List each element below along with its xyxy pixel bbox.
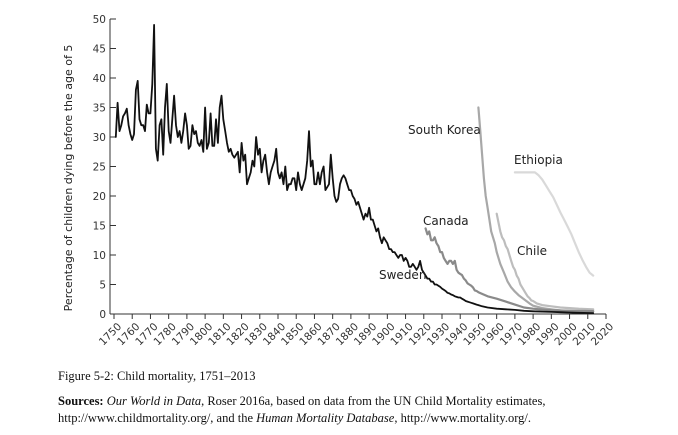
label-chile: Chile — [517, 244, 547, 258]
y-tick-label: 30 — [93, 132, 106, 144]
y-tick-label: 0 — [99, 309, 106, 321]
caption-block: Figure 5-2: Child mortality, 1751–2013 S… — [58, 368, 658, 427]
sources-label: Sources: — [58, 394, 104, 408]
series-line-sweden — [114, 24, 595, 314]
source-our-world-in-data: Our World in Data — [106, 394, 202, 408]
label-south-korea: South Korea — [408, 123, 481, 137]
sources-text: , Roser 2016a, based on data from the UN… — [58, 394, 546, 425]
label-sweden: Sweden — [379, 268, 426, 282]
label-canada: Canada — [423, 214, 469, 228]
series-line-canada — [424, 227, 595, 313]
y-tick-label: 10 — [93, 250, 106, 262]
y-tick-label: 15 — [93, 221, 106, 233]
x-axis: 1750176017701780179018001810182018301840… — [97, 313, 616, 348]
y-tick-label: 45 — [93, 44, 106, 56]
figure-caption: Figure 5-2: Child mortality, 1751–2013 — [58, 369, 256, 383]
child-mortality-chart: 0 5 10 15 20 25 30 35 40 45 50 1750176017701780179… — [62, 14, 616, 348]
series-line-chile — [495, 212, 595, 311]
series-line-ethiopia — [513, 171, 595, 277]
sources-text: , http://www.mortality.org/. — [394, 411, 531, 425]
y-tick-label: 5 — [99, 280, 106, 292]
y-tick-label: 50 — [93, 14, 106, 26]
y-axis: 0 5 10 15 20 25 30 35 40 45 50 — [93, 14, 116, 321]
series-line-south-korea — [477, 106, 595, 313]
label-ethiopia: Ethiopia — [514, 153, 563, 167]
y-axis-label: Percentage of children dying before the … — [62, 45, 75, 312]
y-tick-label: 35 — [93, 103, 106, 115]
y-tick-label: 20 — [93, 191, 106, 203]
series-lines — [114, 24, 595, 314]
source-human-mortality-database: Human Mortality Database — [256, 411, 395, 425]
y-tick-label: 25 — [93, 162, 106, 174]
y-tick-label: 40 — [93, 73, 106, 85]
sources-note: Sources: Our World in Data, Roser 2016a,… — [58, 393, 658, 427]
